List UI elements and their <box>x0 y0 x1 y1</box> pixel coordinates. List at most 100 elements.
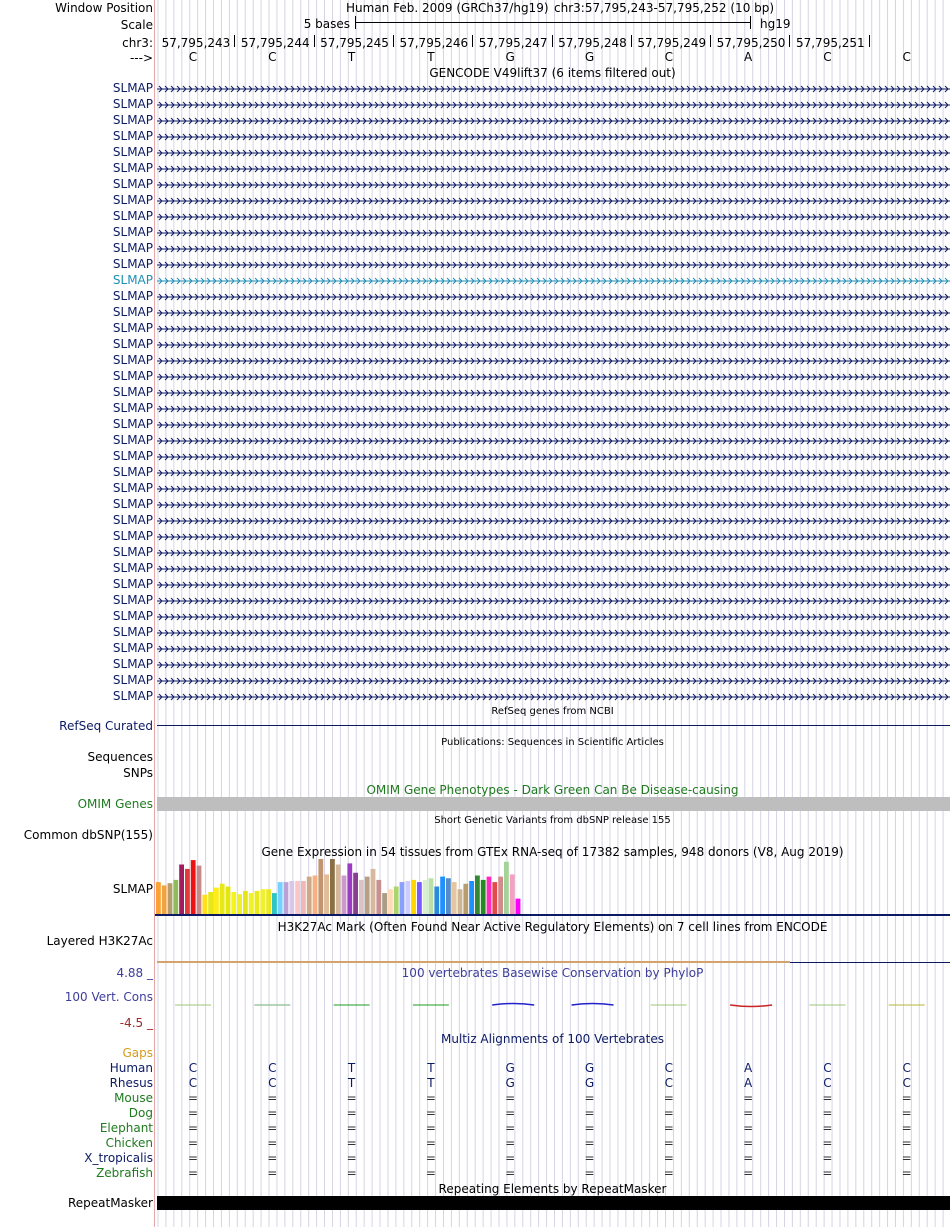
gencode-transcript-line[interactable] <box>157 548 950 558</box>
gencode-transcript-label[interactable]: SLMAP <box>112 129 153 143</box>
gencode-transcript-label[interactable]: SLMAP <box>112 561 153 575</box>
gencode-transcript-label[interactable]: SLMAP <box>112 513 153 527</box>
gencode-transcript-label[interactable]: SLMAP <box>112 449 153 463</box>
repeatmasker-bar[interactable] <box>157 1196 950 1210</box>
gencode-transcript-label[interactable]: SLMAP <box>112 193 153 207</box>
gencode-transcript-line[interactable] <box>157 628 950 638</box>
gencode-transcript-label[interactable]: SLMAP <box>112 161 153 175</box>
gencode-transcript-label[interactable]: SLMAP <box>112 577 153 591</box>
gencode-transcript-line[interactable] <box>157 468 950 478</box>
multiz-species-label[interactable]: Zebrafish <box>96 1166 153 1180</box>
gtex-expression-bars[interactable] <box>155 859 950 916</box>
gencode-transcript-label[interactable]: SLMAP <box>112 497 153 511</box>
gencode-transcript-label[interactable]: SLMAP <box>112 241 153 255</box>
gencode-transcript-label[interactable]: SLMAP <box>112 257 153 271</box>
gencode-transcript-label[interactable]: SLMAP <box>112 657 153 671</box>
gencode-transcript-line[interactable] <box>157 212 950 222</box>
multiz-species-label[interactable]: Rhesus <box>109 1076 153 1090</box>
multiz-species-label[interactable]: Chicken <box>105 1136 153 1150</box>
gencode-transcript-line[interactable] <box>157 660 950 670</box>
gencode-title[interactable]: GENCODE V49lift37 (6 items filtered out) <box>429 66 676 80</box>
gencode-transcript-label[interactable]: SLMAP <box>112 337 153 351</box>
gencode-transcript-line[interactable] <box>157 100 950 110</box>
gencode-transcript-label[interactable]: SLMAP <box>112 225 153 239</box>
gencode-transcript-label[interactable]: SLMAP <box>112 209 153 223</box>
omim-phenotype-bar[interactable] <box>157 797 950 811</box>
gencode-transcript-line[interactable] <box>157 516 950 526</box>
gencode-transcript-label[interactable]: SLMAP <box>112 433 153 447</box>
multiz-species-label[interactable]: Elephant <box>99 1121 153 1135</box>
gencode-transcript-line[interactable] <box>157 596 950 606</box>
gencode-transcript-line[interactable] <box>157 484 950 494</box>
multiz-species-label[interactable]: X_tropicalis <box>84 1151 153 1165</box>
multiz-gaps-label[interactable]: Gaps <box>122 1046 153 1060</box>
gencode-transcript-line[interactable] <box>157 436 950 446</box>
refseq-title[interactable]: RefSeq genes from NCBI <box>491 706 614 717</box>
gencode-transcript-line[interactable] <box>157 372 950 382</box>
gencode-transcript-line[interactable] <box>157 340 950 350</box>
phylop-title[interactable]: 100 vertebrates Basewise Conservation by… <box>401 966 704 980</box>
gencode-transcript-line[interactable] <box>157 164 950 174</box>
refseq-gene-line[interactable] <box>157 725 950 726</box>
pubs-label-snps[interactable]: SNPs <box>123 766 153 780</box>
gencode-transcript-label[interactable]: SLMAP <box>112 289 153 303</box>
pubs-label-sequences[interactable]: Sequences <box>87 750 153 764</box>
gencode-transcript-label[interactable]: SLMAP <box>112 177 153 191</box>
gencode-transcript-line[interactable] <box>157 356 950 366</box>
pubs-title[interactable]: Publications: Sequences in Scientific Ar… <box>441 737 664 748</box>
gencode-transcript-line[interactable] <box>157 580 950 590</box>
gencode-transcript-line[interactable] <box>157 228 950 238</box>
gencode-transcript-label[interactable]: SLMAP <box>112 113 153 127</box>
gencode-transcript-label[interactable]: SLMAP <box>112 401 153 415</box>
gencode-transcript-line[interactable] <box>157 132 950 142</box>
gencode-transcript-label[interactable]: SLMAP <box>112 97 153 111</box>
multiz-species-label[interactable]: Human <box>109 1061 153 1075</box>
gencode-transcript-label[interactable]: SLMAP <box>112 641 153 655</box>
dbsnp-title[interactable]: Short Genetic Variants from dbSNP releas… <box>434 815 671 826</box>
gencode-transcript-line[interactable] <box>157 84 950 94</box>
gtex-title[interactable]: Gene Expression in 54 tissues from GTEx … <box>261 845 844 859</box>
gencode-transcript-label[interactable]: SLMAP <box>112 385 153 399</box>
gencode-transcript-label[interactable]: SLMAP <box>112 145 153 159</box>
gencode-transcript-line[interactable] <box>157 244 950 254</box>
gencode-transcript-label[interactable]: SLMAP <box>112 609 153 623</box>
multiz-species-label[interactable]: Mouse <box>114 1091 153 1105</box>
refseq-label[interactable]: RefSeq Curated <box>59 719 153 733</box>
gencode-transcript-line[interactable] <box>157 532 950 542</box>
repeatmasker-label[interactable]: RepeatMasker <box>67 1196 153 1210</box>
h3k27ac-title[interactable]: H3K27Ac Mark (Often Found Near Active Re… <box>277 920 828 934</box>
gencode-transcript-label[interactable]: SLMAP <box>112 81 153 95</box>
gtex-label[interactable]: SLMAP <box>112 882 153 896</box>
phylop-signal[interactable] <box>155 990 950 1020</box>
gencode-transcript-label[interactable]: SLMAP <box>112 417 153 431</box>
gencode-transcript-line[interactable] <box>157 116 950 126</box>
gencode-transcript-label[interactable]: SLMAP <box>112 481 153 495</box>
gencode-transcript-line[interactable] <box>157 612 950 622</box>
gencode-transcript-line[interactable] <box>157 324 950 334</box>
phylop-label[interactable]: 100 Vert. Cons <box>64 990 153 1004</box>
gencode-transcript-line[interactable] <box>157 292 950 302</box>
omim-label[interactable]: OMIM Genes <box>77 797 153 811</box>
gencode-transcript-label[interactable]: SLMAP <box>112 689 153 703</box>
gencode-transcript-label[interactable]: SLMAP <box>112 465 153 479</box>
gencode-transcript-label[interactable]: SLMAP <box>112 529 153 543</box>
gencode-transcript-line[interactable] <box>157 564 950 574</box>
gencode-transcript-line[interactable] <box>157 404 950 414</box>
gencode-transcript-line[interactable] <box>157 644 950 654</box>
gencode-transcript-line[interactable] <box>157 388 950 398</box>
gencode-transcript-label[interactable]: SLMAP <box>112 321 153 335</box>
gencode-transcript-label[interactable]: SLMAP <box>112 593 153 607</box>
omim-title[interactable]: OMIM Gene Phenotypes - Dark Green Can Be… <box>366 783 739 797</box>
gencode-transcript-label[interactable]: SLMAP <box>112 305 153 319</box>
h3k27ac-label[interactable]: Layered H3K27Ac <box>46 934 153 948</box>
multiz-species-label[interactable]: Dog <box>128 1106 153 1120</box>
gencode-transcript-line[interactable] <box>157 308 950 318</box>
gencode-transcript-label[interactable]: SLMAP <box>112 273 153 287</box>
gencode-transcript-line[interactable] <box>157 420 950 430</box>
gencode-transcript-line[interactable] <box>157 180 950 190</box>
gencode-transcript-line[interactable] <box>157 260 950 270</box>
gencode-transcript-label[interactable]: SLMAP <box>112 673 153 687</box>
multiz-title[interactable]: Multiz Alignments of 100 Vertebrates <box>440 1032 665 1046</box>
gencode-transcript-label[interactable]: SLMAP <box>112 353 153 367</box>
gencode-transcript-line[interactable] <box>157 692 950 702</box>
